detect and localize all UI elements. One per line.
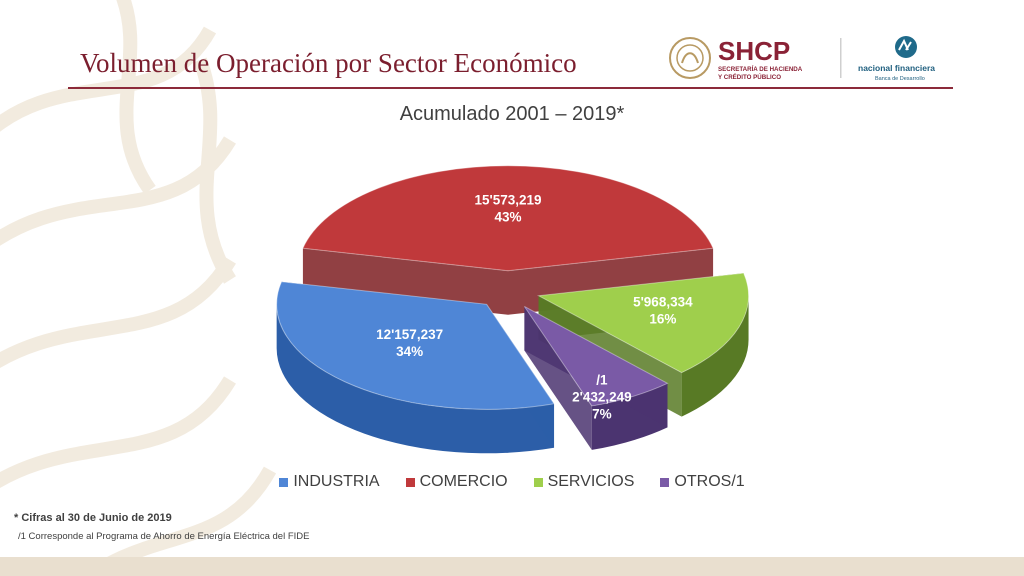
pie-side-industria: [276, 304, 555, 454]
legend-swatch-servicios: [533, 477, 543, 487]
pie-label-percent-comercio: 43%: [494, 210, 521, 225]
nafin-logo-text: nacional financiera: [858, 63, 935, 73]
legend-item-comercio: COMERCIO: [405, 473, 508, 491]
nafin-emblem-icon: [895, 36, 917, 58]
legend-label-servicios: SERVICIOS: [547, 473, 635, 490]
title-divider: [68, 87, 953, 89]
shcp-logo-subtitle-2: Y CRÉDITO PÚBLICO: [718, 73, 781, 81]
pie-side-servicios: [681, 295, 749, 417]
pie-label-prefix-otros: /1: [596, 372, 608, 387]
pie-slice-industria: [276, 281, 555, 410]
pie-wall-otros-1: [524, 306, 592, 450]
bottom-band: [0, 557, 1024, 576]
pie-slice-comercio: [302, 165, 714, 272]
shcp-logo-text: SHCP: [718, 36, 790, 66]
pie-slice-otros: [523, 306, 669, 407]
footnote-cifras: * Cifras al 30 de Junio de 2019: [14, 512, 172, 524]
legend-swatch-industria: [279, 477, 289, 487]
header-logos: SHCP SECRETARÍA DE HACIENDA Y CRÉDITO PÚ…: [669, 36, 935, 82]
pie-label-percent-otros: 7%: [592, 406, 612, 421]
pie-label-value-otros: 2'432,249: [572, 389, 632, 404]
pie-label-value-industria: 12'157,237: [376, 327, 443, 342]
legend-label-comercio: COMERCIO: [419, 473, 508, 490]
shcp-logo-subtitle-1: SECRETARÍA DE HACIENDA: [718, 65, 803, 73]
chart-subtitle: Acumulado 2001 – 2019*: [399, 103, 625, 125]
footnote-fide: /1 Corresponde al Programa de Ahorro de …: [18, 531, 310, 542]
legend-swatch-comercio: [405, 477, 415, 487]
nafin-logo-subtitle: Banca de Desarrollo: [875, 76, 925, 82]
logo-separator: [840, 38, 842, 78]
pie-label-value-comercio: 15'573,219: [474, 193, 541, 208]
legend-item-industria: INDUSTRIA: [279, 473, 380, 491]
chart-legend: INDUSTRIA COMERCIO SERVICIOS OTROS/1: [0, 473, 1024, 491]
pie-wall-comercio-0: [302, 248, 508, 315]
legend-item-otros: OTROS/1: [660, 473, 745, 491]
pie-label-value-servicios: 5'968,334: [633, 295, 693, 310]
page-title: Volumen de Operación por Sector Económic…: [80, 48, 577, 78]
pie-label-percent-servicios: 16%: [649, 312, 676, 327]
pie-slice-servicios: [536, 272, 750, 374]
legend-item-servicios: SERVICIOS: [533, 473, 635, 491]
pie-label-percent-industria: 34%: [396, 344, 423, 359]
legend-label-industria: INDUSTRIA: [293, 473, 380, 490]
legend-label-otros: OTROS/1: [674, 473, 745, 490]
mexico-seal-icon: [669, 37, 711, 79]
legend-swatch-otros: [660, 477, 670, 487]
